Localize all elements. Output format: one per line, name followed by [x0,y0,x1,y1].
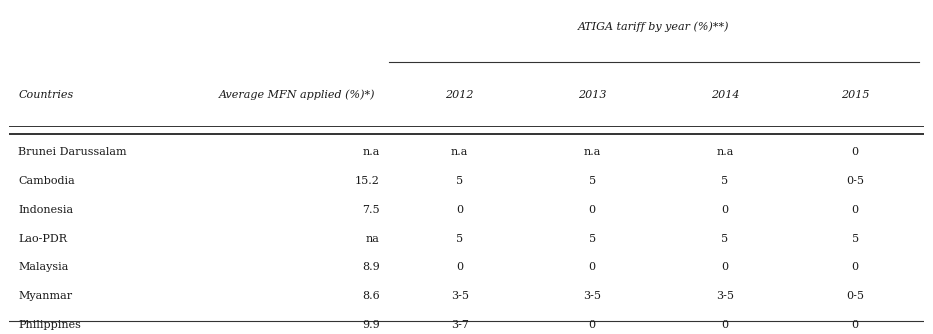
Text: Brunei Darussalam: Brunei Darussalam [19,147,127,157]
Text: 15.2: 15.2 [355,176,380,186]
Text: 5: 5 [721,176,729,186]
Text: Cambodia: Cambodia [19,176,76,186]
Text: 2014: 2014 [711,90,739,100]
Text: 0: 0 [721,205,729,215]
Text: Lao-PDR: Lao-PDR [19,234,67,244]
Text: 3-5: 3-5 [716,291,733,301]
Text: Average MFN applied (%)*): Average MFN applied (%)*) [219,90,376,100]
Text: Countries: Countries [19,90,74,100]
Text: 0-5: 0-5 [846,291,864,301]
Text: 3-5: 3-5 [583,291,601,301]
Text: 0: 0 [721,263,729,273]
Text: Indonesia: Indonesia [19,205,74,215]
Text: 5: 5 [589,176,596,186]
Text: 2012: 2012 [445,90,474,100]
Text: 3-7: 3-7 [451,320,468,330]
Text: 0: 0 [456,205,463,215]
Text: 0: 0 [589,263,596,273]
Text: 5: 5 [589,234,596,244]
Text: 3-5: 3-5 [451,291,468,301]
Text: 8.6: 8.6 [362,291,380,301]
Text: Philippines: Philippines [19,320,81,330]
Text: 2015: 2015 [841,90,870,100]
Text: 9.9: 9.9 [362,320,380,330]
Text: 5: 5 [721,234,729,244]
Text: 0: 0 [589,320,596,330]
Text: na: na [366,234,380,244]
Text: 0-5: 0-5 [846,176,864,186]
Text: Malaysia: Malaysia [19,263,69,273]
Text: 5: 5 [852,234,858,244]
Text: n.a: n.a [717,147,733,157]
Text: ATIGA tariff by year (%)**): ATIGA tariff by year (%)**) [578,21,730,31]
Text: 0: 0 [852,205,858,215]
Text: 0: 0 [852,320,858,330]
Text: 0: 0 [721,320,729,330]
Text: n.a: n.a [451,147,468,157]
Text: 5: 5 [456,234,463,244]
Text: n.a: n.a [583,147,601,157]
Text: 7.5: 7.5 [362,205,380,215]
Text: 0: 0 [589,205,596,215]
Text: 2013: 2013 [578,90,606,100]
Text: Myanmar: Myanmar [19,291,73,301]
Text: 0: 0 [852,147,858,157]
Text: 5: 5 [456,176,463,186]
Text: 0: 0 [852,263,858,273]
Text: 0: 0 [456,263,463,273]
Text: n.a: n.a [362,147,380,157]
Text: 8.9: 8.9 [362,263,380,273]
